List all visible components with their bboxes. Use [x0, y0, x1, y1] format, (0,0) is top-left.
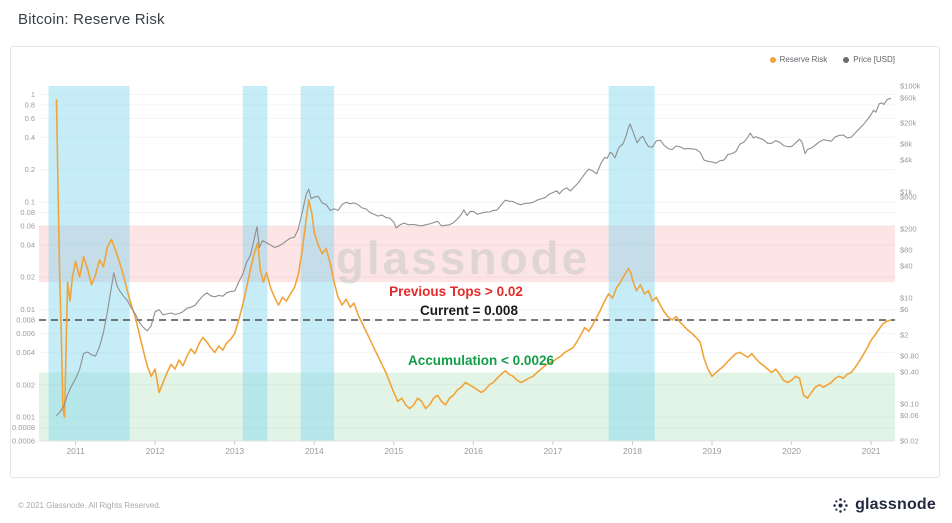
legend-item-price[interactable]: Price [USD] [843, 55, 895, 64]
price-line[interactable] [56, 97, 892, 417]
x-tick-label: 2018 [623, 446, 642, 456]
reserve-risk-chart[interactable]: glassnode Previous Tops > 0.02 Current =… [11, 47, 939, 477]
glassnode-logo: glassnode [832, 496, 936, 514]
chart-series-layer [39, 97, 895, 418]
y-right-tick-label: $40 [900, 262, 913, 271]
x-tick-label: 2020 [782, 446, 801, 456]
price-dot-icon [843, 56, 850, 63]
y-right-tick-label: $0.10 [900, 400, 919, 409]
previous-tops-band [39, 225, 895, 283]
glassnode-watermark: glassnode [336, 232, 591, 284]
y-left-tick-label: 0.04 [20, 240, 35, 249]
chart-bands-layer [39, 86, 895, 442]
y-left-tick-label: 0.2 [25, 165, 35, 174]
y-left-tick-label: 0.6 [25, 114, 35, 123]
x-tick-label: 2017 [543, 446, 562, 456]
y-right-tick-label: $0.02 [900, 437, 919, 446]
y-left-tick-label: 0.1 [25, 198, 35, 207]
y-right-tick-label: $10 [900, 294, 913, 303]
y-right-tick-label: $0.80 [900, 352, 919, 361]
glassnode-logo-icon [833, 497, 848, 513]
y-left-tick-label: 0.002 [16, 380, 35, 389]
legend-label-reserve-risk: Reserve Risk [779, 55, 828, 64]
y-left-tick-label: 0.004 [16, 348, 35, 357]
y-right-tick-label: $2 [900, 331, 908, 340]
annotation-accumulation: Accumulation < 0.0026 [408, 353, 554, 368]
y-right-tick-label: $80 [900, 246, 913, 255]
y-left-tick-label: 0.0008 [12, 423, 35, 432]
y-left-tick-label: 0.01 [20, 305, 35, 314]
y-left-tick-label: 0.4 [25, 133, 35, 142]
x-tick-label: 2013 [225, 446, 244, 456]
chart-legend: Reserve Risk Price [USD] [769, 55, 895, 64]
y-left-tick-label: 0.008 [16, 316, 35, 325]
y-left-tick-label: 1 [31, 90, 35, 99]
y-right-tick-label: $4k [900, 156, 912, 165]
reserve-risk-dot-icon [769, 56, 776, 63]
y-right-tick-label: $60k [900, 93, 917, 102]
footer-copyright: © 2021 Glassnode. All Rights Reserved. [18, 501, 161, 510]
highlight-period-band [48, 86, 130, 441]
x-tick-label: 2011 [66, 446, 85, 456]
legend-item-reserve-risk[interactable]: Reserve Risk [769, 55, 828, 64]
annotation-current: Current = 0.008 [420, 303, 518, 318]
x-tick-label: 2019 [703, 446, 722, 456]
legend-label-price: Price [USD] [853, 55, 895, 64]
y-left-tick-label: 0.0006 [12, 437, 35, 446]
y-left-tick-label: 0.001 [16, 413, 35, 422]
glassnode-logo-text: glassnode [855, 496, 936, 513]
x-tick-label: 2012 [146, 446, 165, 456]
y-left-tick-label: 0.02 [20, 273, 35, 282]
y-left-tick-label: 0.08 [20, 208, 35, 217]
highlight-period-band [608, 86, 655, 441]
y-right-tick-label: $8k [900, 140, 912, 149]
x-tick-label: 2021 [862, 446, 881, 456]
y-right-tick-label: $200 [900, 225, 917, 234]
y-right-tick-label: $0.40 [900, 368, 919, 377]
x-tick-label: 2014 [305, 446, 324, 456]
y-left-tick-label: 0.8 [25, 100, 35, 109]
chart-card: Reserve Risk Price [USD] glassnode Previ… [10, 46, 940, 478]
reserve-risk-line[interactable] [55, 99, 892, 418]
y-right-tick-label: $1k [900, 188, 912, 197]
chart-axes-layer: 10.8 0.6 0.4 0.2 0.10.08 0.06 0.04 0.02 0.01 0.00… [12, 82, 921, 457]
y-right-tick-label: $6 [900, 305, 908, 314]
x-tick-label: 2016 [464, 446, 483, 456]
y-right-tick-label: $800 [900, 193, 917, 202]
y-left-tick-label: 0.006 [16, 329, 35, 338]
y-right-tick-label: $0.06 [900, 411, 919, 420]
y-left-tick-label: 0.06 [20, 221, 35, 230]
y-right-tick-label: $20k [900, 119, 917, 128]
x-tick-label: 2015 [384, 446, 403, 456]
annotation-previous-tops: Previous Tops > 0.02 [389, 284, 523, 299]
highlight-period-band [300, 86, 335, 441]
y-right-tick-label: $100k [900, 82, 921, 91]
page-title: Bitcoin: Reserve Risk [18, 11, 165, 28]
